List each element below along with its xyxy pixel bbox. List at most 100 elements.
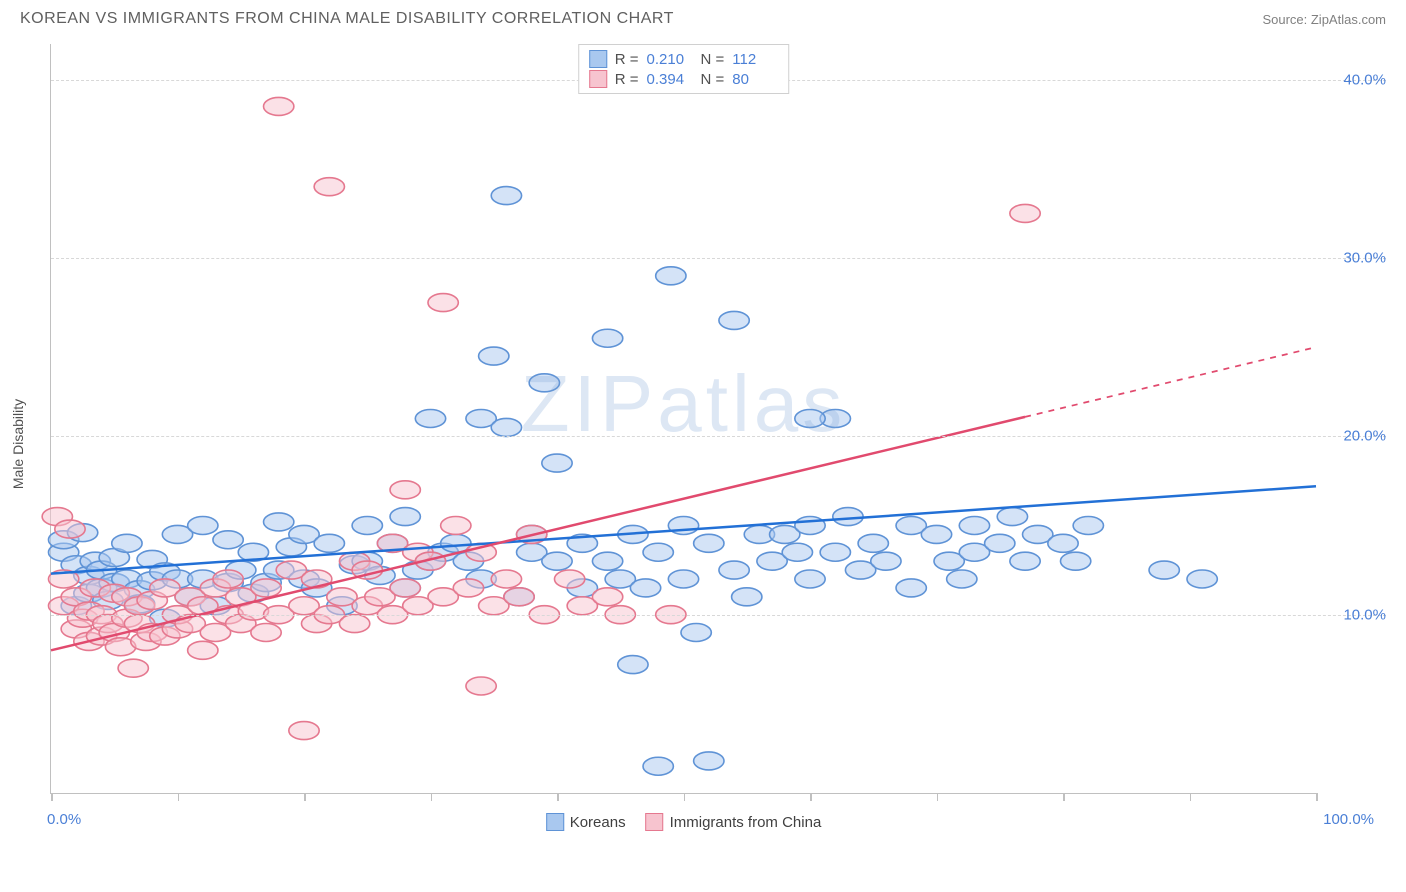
y-tick-label: 30.0% (1343, 250, 1386, 267)
data-point (554, 570, 584, 588)
gridline (51, 436, 1386, 437)
x-tick (937, 793, 939, 801)
data-point (352, 517, 382, 535)
source-label: Source: ZipAtlas.com (1262, 12, 1386, 27)
data-point (1187, 570, 1217, 588)
series-legend: Koreans Immigrants from China (546, 813, 822, 831)
stat-r-value: 0.394 (647, 71, 693, 88)
trend-line-dashed (1025, 347, 1316, 417)
data-point (314, 534, 344, 552)
stat-r-value: 0.210 (647, 51, 693, 68)
x-tick (810, 793, 812, 801)
data-point (681, 624, 711, 642)
data-point (947, 570, 977, 588)
data-point (289, 722, 319, 740)
data-point (858, 534, 888, 552)
data-point (491, 418, 521, 436)
data-point (592, 552, 622, 570)
stat-n-label: N = (701, 71, 725, 88)
data-point (213, 531, 243, 549)
plot-area: ZIPatlas R = 0.210 N = 112 R = 0.394 N =… (50, 44, 1316, 794)
data-point (529, 374, 559, 392)
legend-item: Immigrants from China (646, 813, 822, 831)
x-tick (304, 793, 306, 801)
data-point (118, 659, 148, 677)
data-point (188, 517, 218, 535)
data-point (592, 329, 622, 347)
data-point (795, 570, 825, 588)
legend-swatch (589, 70, 607, 88)
data-point (339, 615, 369, 633)
correlation-legend: R = 0.210 N = 112 R = 0.394 N = 80 (578, 44, 790, 94)
x-end-label: 100.0% (1323, 811, 1374, 828)
legend-swatch (646, 813, 664, 831)
data-point (1010, 552, 1040, 570)
data-point (542, 552, 572, 570)
x-start-label: 0.0% (47, 811, 81, 828)
data-point (782, 543, 812, 561)
legend-swatch (589, 50, 607, 68)
x-tick (1190, 793, 1192, 801)
data-point (491, 570, 521, 588)
y-tick-label: 10.0% (1343, 606, 1386, 623)
stat-r-label: R = (615, 71, 639, 88)
data-point (251, 624, 281, 642)
data-point (985, 534, 1015, 552)
x-tick (557, 793, 559, 801)
data-point (795, 410, 825, 428)
legend-label: Koreans (570, 814, 626, 831)
legend-swatch (546, 813, 564, 831)
data-point (643, 543, 673, 561)
data-point (479, 347, 509, 365)
data-point (921, 525, 951, 543)
legend-item: Koreans (546, 813, 626, 831)
data-point (415, 410, 445, 428)
x-tick (1316, 793, 1318, 801)
data-point (1149, 561, 1179, 579)
gridline (51, 615, 1386, 616)
y-axis-title: Male Disability (10, 399, 26, 489)
stat-r-label: R = (615, 51, 639, 68)
data-point (264, 513, 294, 531)
data-point (428, 294, 458, 312)
data-point (542, 454, 572, 472)
data-point (314, 178, 344, 196)
data-point (213, 570, 243, 588)
data-point (959, 517, 989, 535)
data-point (112, 534, 142, 552)
x-tick (1063, 793, 1065, 801)
data-point (694, 534, 724, 552)
data-point (504, 588, 534, 606)
gridline (51, 258, 1386, 259)
data-point (833, 508, 863, 526)
data-point (719, 561, 749, 579)
data-point (795, 517, 825, 535)
data-point (630, 579, 660, 597)
data-point (188, 641, 218, 659)
data-point (643, 757, 673, 775)
data-point (390, 579, 420, 597)
data-point (694, 752, 724, 770)
y-tick-label: 20.0% (1343, 428, 1386, 445)
data-point (997, 508, 1027, 526)
data-point (390, 481, 420, 499)
data-point (55, 520, 85, 538)
x-tick (431, 793, 433, 801)
stat-n-value: 80 (732, 71, 778, 88)
data-point (264, 97, 294, 115)
data-point (251, 579, 281, 597)
data-point (656, 267, 686, 285)
data-point (871, 552, 901, 570)
stat-n-label: N = (701, 51, 725, 68)
data-point (618, 656, 648, 674)
data-point (592, 588, 622, 606)
data-point (896, 579, 926, 597)
data-point (1048, 534, 1078, 552)
data-point (1073, 517, 1103, 535)
chart-title: KOREAN VS IMMIGRANTS FROM CHINA MALE DIS… (20, 10, 674, 28)
x-tick (178, 793, 180, 801)
x-tick (51, 793, 53, 801)
data-point (1060, 552, 1090, 570)
legend-row: R = 0.210 N = 112 (589, 49, 779, 69)
data-point (668, 570, 698, 588)
